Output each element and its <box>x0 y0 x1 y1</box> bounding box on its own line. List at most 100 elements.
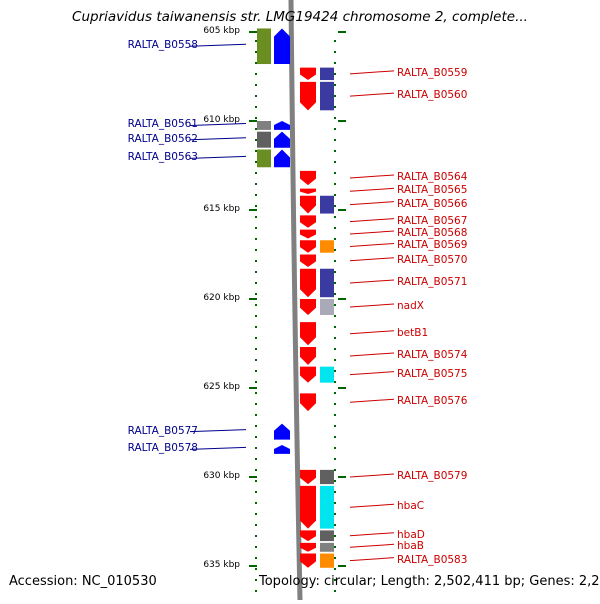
guide-dot-right <box>334 491 336 493</box>
guide-dot-right <box>334 205 336 207</box>
gene-leader-line <box>189 137 247 141</box>
guide-dot-right <box>334 51 336 53</box>
gene-category-box <box>320 553 334 568</box>
gene-category-box <box>320 469 334 485</box>
gene-category-box <box>320 366 334 383</box>
gene-leader-line <box>349 70 395 75</box>
guide-dot-left <box>255 469 257 471</box>
gene-label: betB1 <box>397 326 429 339</box>
guide-dot-left <box>255 183 257 185</box>
gene-label: RALTA_B0576 <box>397 395 468 408</box>
guide-dot-right <box>334 403 336 405</box>
backbone-line <box>288 0 303 601</box>
gene-label: hbaC <box>397 500 425 513</box>
guide-dot-right <box>334 359 336 361</box>
tick-mark-left <box>249 209 257 211</box>
gene-arrow-reverse <box>300 195 316 214</box>
guide-dot-left <box>255 205 257 207</box>
gene-arrow-reverse <box>300 366 316 383</box>
guide-dot-left <box>255 73 257 75</box>
guide-dot-right <box>334 40 336 42</box>
gene-arrow-reverse <box>300 240 316 253</box>
guide-dot-right <box>334 95 336 97</box>
guide-dot-right <box>334 436 336 438</box>
gene-label: RALTA_B0569 <box>397 239 468 252</box>
guide-dot-left <box>255 381 257 383</box>
guide-dot-right <box>334 282 336 284</box>
gene-category-box <box>320 67 334 81</box>
tick-mark-right <box>338 565 346 567</box>
gene-leader-line <box>189 429 247 433</box>
guide-dot-left <box>255 502 257 504</box>
guide-dot-left <box>255 524 257 526</box>
tick-mark-left <box>249 565 257 567</box>
guide-dot-left <box>255 271 257 273</box>
gene-label: RALTA_B0570 <box>397 253 468 266</box>
guide-dot-right <box>334 62 336 64</box>
guide-dot-right <box>334 447 336 449</box>
guide-dot-left <box>255 392 257 394</box>
guide-dot-left <box>255 557 257 559</box>
axis-tick-label: 615 kbp <box>203 204 240 214</box>
guide-dot-right <box>334 546 336 548</box>
guide-dot-right <box>334 271 336 273</box>
guide-dot-left <box>255 40 257 42</box>
gene-category-box <box>320 485 334 529</box>
gene-category-box <box>320 268 334 298</box>
guide-dot-left <box>255 436 257 438</box>
guide-dot-left <box>255 51 257 53</box>
guide-dot-right <box>334 150 336 152</box>
gene-leader-line <box>349 242 395 247</box>
guide-dot-left <box>255 62 257 64</box>
gene-label: RALTA_B0560 <box>397 89 468 102</box>
guide-dot-left <box>255 249 257 251</box>
guide-dot-left <box>255 282 257 284</box>
guide-dot-left <box>255 579 257 581</box>
tick-mark-right <box>338 476 346 478</box>
tick-mark-right <box>338 387 346 389</box>
gene-label: RALTA_B0577 <box>127 424 198 437</box>
guide-dot-left <box>255 414 257 416</box>
axis-tick-label: 635 kbp <box>203 560 240 570</box>
gene-arrow-reverse <box>300 542 316 552</box>
gene-label: RALTA_B0579 <box>397 470 468 482</box>
gene-label: RALTA_B0571 <box>397 275 468 288</box>
gene-arrow-reverse <box>300 393 316 412</box>
guide-dot-left <box>255 568 257 570</box>
gene-label: RALTA_B0566 <box>397 197 468 210</box>
guide-dot-left <box>255 403 257 405</box>
gene-category-box <box>320 240 334 253</box>
guide-dot-right <box>334 227 336 229</box>
tick-mark-left <box>249 120 257 122</box>
gene-category-box <box>257 28 271 65</box>
guide-dot-right <box>334 117 336 119</box>
tick-mark-left <box>249 476 257 478</box>
guide-dot-right <box>334 502 336 504</box>
gene-leader-line <box>349 230 395 235</box>
gene-arrow-forward <box>274 423 290 440</box>
gene-leader-line <box>349 187 395 192</box>
gene-label: RALTA_B0559 <box>397 66 468 79</box>
guide-dot-right <box>334 337 336 339</box>
guide-dot-right <box>334 370 336 372</box>
guide-dot-left <box>255 315 257 317</box>
gene-leader-line <box>349 352 395 357</box>
tick-mark-right <box>338 209 346 211</box>
gene-leader-line <box>189 122 247 126</box>
guide-dot-right <box>334 293 336 295</box>
guide-dot-right <box>334 84 336 86</box>
gene-arrow-forward <box>274 149 290 168</box>
guide-dot-right <box>334 535 336 537</box>
gene-label: RALTA_B0562 <box>127 132 198 145</box>
guide-dot-left <box>255 194 257 196</box>
guide-dot-right <box>334 161 336 163</box>
guide-dot-left <box>255 216 257 218</box>
gene-leader-line <box>349 279 395 284</box>
axis-tick-label: 630 kbp <box>203 471 240 481</box>
guide-dot-left <box>255 95 257 97</box>
gene-leader-line <box>189 155 247 159</box>
guide-dot-right <box>334 194 336 196</box>
gene-arrow-reverse <box>300 347 316 365</box>
gene-arrow-reverse <box>300 469 316 485</box>
